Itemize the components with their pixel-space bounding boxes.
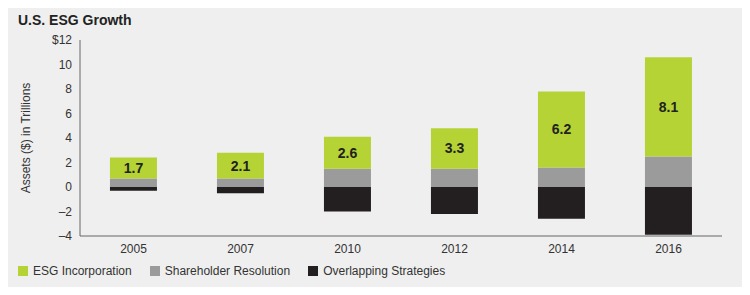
svg-text:8: 8 xyxy=(65,82,72,96)
svg-text:–4: –4 xyxy=(59,229,73,243)
svg-text:6.2: 6.2 xyxy=(552,121,572,137)
html-text:Shareholder Resolution: Shareholder Resolution xyxy=(164,264,291,278)
svg-text:2005: 2005 xyxy=(120,242,147,256)
svg-text:Assets ($) in Trillions: Assets ($) in Trillions xyxy=(19,83,33,194)
svg-text:3.3: 3.3 xyxy=(445,140,465,156)
html-text:Overlapping Strategies: Overlapping Strategies xyxy=(323,264,446,278)
html-text:ESG Incorporation: ESG Incorporation xyxy=(33,264,132,278)
svg-text:2010: 2010 xyxy=(334,242,361,256)
svg-text:2007: 2007 xyxy=(227,242,254,256)
svg-text:$12: $12 xyxy=(52,33,72,47)
svg-text:2: 2 xyxy=(65,156,72,170)
svg-text:8.1: 8.1 xyxy=(659,99,679,115)
svg-text:2014: 2014 xyxy=(548,242,575,256)
svg-text:2016: 2016 xyxy=(655,242,682,256)
svg-text:2.1: 2.1 xyxy=(231,158,251,174)
svg-text:0: 0 xyxy=(65,180,72,194)
html-text:U.S. ESG Growth: U.S. ESG Growth xyxy=(18,12,132,28)
svg-text:–2: –2 xyxy=(59,205,73,219)
svg-text:2.6: 2.6 xyxy=(338,145,358,161)
svg-text:4: 4 xyxy=(65,131,72,145)
svg-text:6: 6 xyxy=(65,107,72,121)
svg-text:1.7: 1.7 xyxy=(124,160,144,176)
svg-text:2012: 2012 xyxy=(441,242,468,256)
svg-text:10: 10 xyxy=(59,58,73,72)
